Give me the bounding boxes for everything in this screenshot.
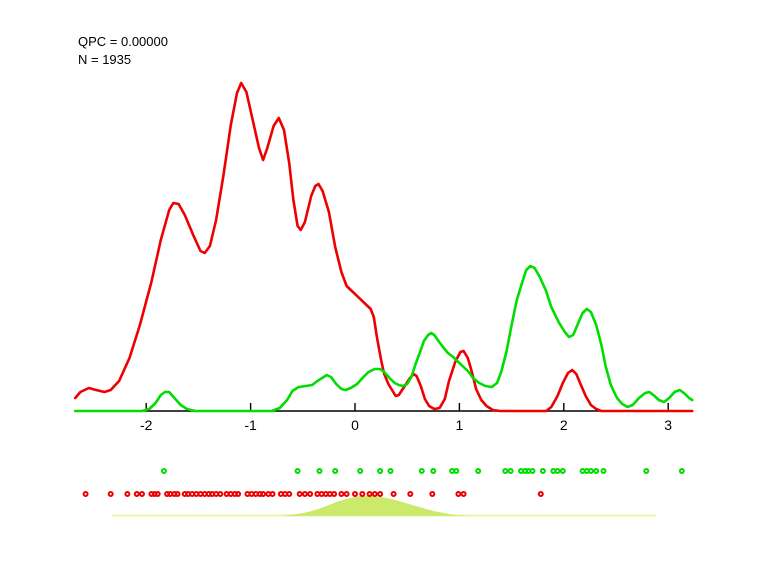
green-rug-dot bbox=[678, 468, 685, 474]
annotation-n: N = 1935 bbox=[78, 52, 132, 67]
green-rug-dot bbox=[502, 468, 509, 474]
green-rug-dot bbox=[418, 468, 425, 474]
green-rug-dot bbox=[316, 468, 323, 474]
red-rug-dot bbox=[174, 491, 181, 497]
red-rug-dot bbox=[139, 491, 145, 497]
red-rug-dot bbox=[371, 491, 378, 497]
green-rug-dot bbox=[587, 468, 594, 474]
reference-density-area bbox=[281, 496, 470, 516]
x-tick-label: -2 bbox=[140, 417, 153, 433]
green-rug-dot bbox=[377, 468, 384, 474]
x-tick-label: -1 bbox=[244, 417, 257, 433]
x-tick-label: 0 bbox=[351, 417, 359, 433]
red-rug-dot bbox=[377, 491, 384, 497]
red-rug-dot bbox=[154, 491, 161, 497]
green-rug-dot bbox=[643, 468, 650, 474]
x-tick-label: 1 bbox=[456, 417, 464, 433]
red-rug-dot bbox=[235, 491, 242, 497]
green-rug-dot bbox=[529, 468, 536, 474]
red-rug-dot bbox=[217, 491, 224, 497]
red-rug-dot bbox=[366, 491, 373, 497]
red-rug-dot bbox=[343, 491, 350, 497]
red-rug-dot bbox=[390, 491, 397, 497]
red-rug-dot bbox=[429, 491, 436, 497]
red-rug-dot bbox=[107, 491, 114, 497]
x-tick-label: 2 bbox=[560, 417, 568, 433]
red-rug-dot bbox=[124, 491, 131, 497]
green-rug-dot bbox=[600, 468, 607, 474]
green-rug-dot bbox=[554, 468, 561, 474]
green-rug-dot bbox=[539, 468, 546, 474]
red-rug-dot bbox=[359, 491, 366, 497]
green-rug-dot bbox=[294, 468, 301, 474]
green-rug-dot bbox=[160, 468, 167, 474]
green-rug-dot bbox=[475, 468, 482, 474]
green-rug-dot bbox=[332, 468, 339, 474]
green-rug-dot bbox=[453, 468, 460, 474]
red-rug-dot bbox=[455, 491, 462, 497]
green-rug-dot bbox=[357, 468, 364, 474]
green-rug-dot bbox=[593, 468, 600, 474]
green-rug-dot bbox=[559, 468, 566, 474]
red-rug-dot bbox=[537, 491, 544, 497]
x-tick-label: 3 bbox=[664, 417, 672, 433]
red-rug-dot bbox=[269, 491, 276, 497]
red-rug-dot bbox=[82, 491, 89, 497]
red-rug-dot bbox=[338, 491, 345, 497]
green-rug-dot bbox=[430, 468, 437, 474]
red-rug-dot bbox=[407, 491, 414, 497]
red-rug-dot bbox=[296, 491, 303, 497]
red-rug-dot bbox=[133, 491, 140, 497]
red-rug-dot bbox=[286, 491, 293, 497]
red-density-curve bbox=[73, 81, 694, 413]
red-rug-dot bbox=[301, 491, 308, 497]
annotation-block: QPC = 0.00000 N = 1935 bbox=[78, 33, 168, 69]
red-rug-dot bbox=[352, 491, 358, 497]
green-rug-dot bbox=[507, 468, 514, 474]
green-rug-dot bbox=[387, 468, 394, 474]
red-rug-dot bbox=[307, 491, 314, 497]
red-rug-dot bbox=[331, 491, 338, 497]
red-rug-dot bbox=[460, 491, 467, 497]
green-density-curve bbox=[73, 264, 694, 413]
red-rug-dot bbox=[260, 491, 267, 497]
annotation-qpc: QPC = 0.00000 bbox=[78, 34, 168, 49]
